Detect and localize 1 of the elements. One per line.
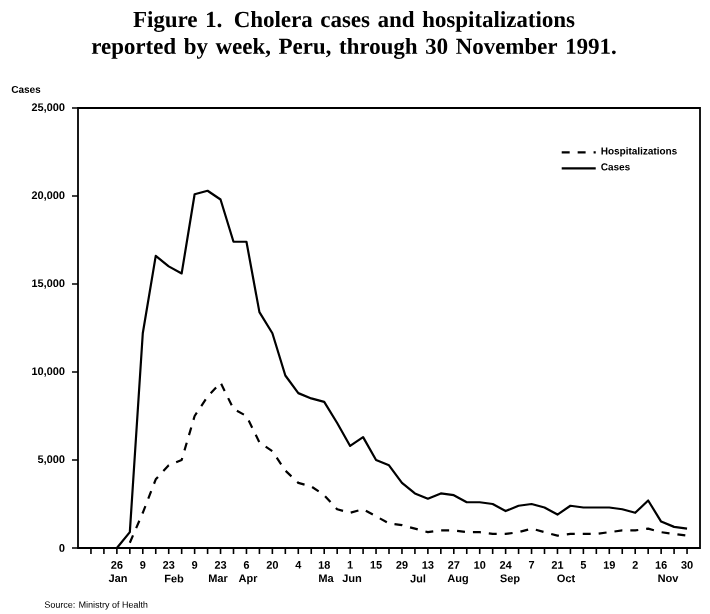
chart-title: Figure 1. Cholera cases and hospitalizations reported by week, Peru, through 30 November 1991. (91, 11, 616, 59)
